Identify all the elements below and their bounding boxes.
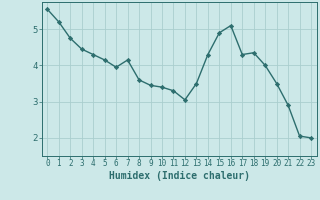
X-axis label: Humidex (Indice chaleur): Humidex (Indice chaleur) [109, 171, 250, 181]
